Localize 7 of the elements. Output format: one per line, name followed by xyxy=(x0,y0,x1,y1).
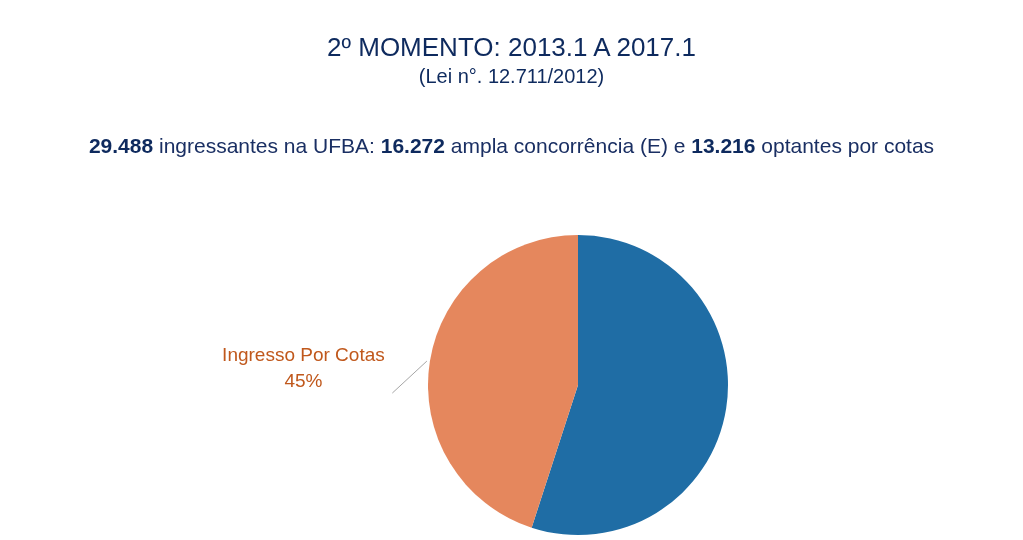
chart-subtitle: (Lei n°. 12.711/2012) xyxy=(418,65,605,87)
pie-slice xyxy=(428,235,578,528)
data-label: 45% xyxy=(284,370,323,392)
chart-title: 2º MOMENTO: 2013.1 A 2017.1 xyxy=(327,32,696,62)
pie-slice xyxy=(531,235,728,535)
text: 29.488 ingressantes na UFBA: 16.272 ampla concorrência (E) e 13.216 optantes por cotas xyxy=(88,134,935,157)
slice-label: Ingresso Por Cotas xyxy=(222,344,385,366)
